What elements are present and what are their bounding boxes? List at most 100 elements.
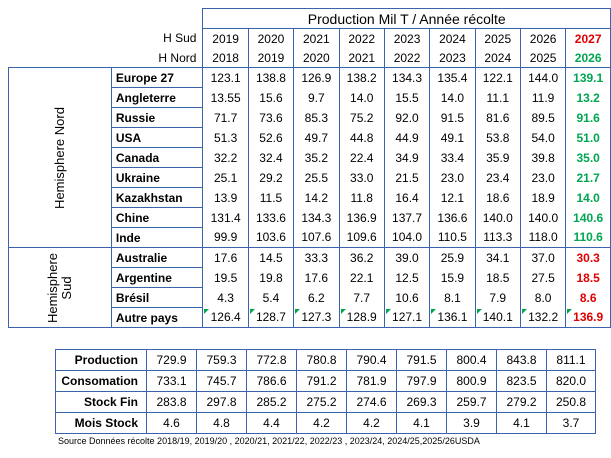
- value-cell: 37.0: [519, 247, 567, 268]
- comment-marker-icon: [567, 308, 573, 314]
- year-sud-cell: 2022: [338, 28, 385, 48]
- comment-marker-icon: [340, 308, 346, 314]
- comment-marker-icon: [204, 308, 210, 314]
- value-cell: 91.5: [429, 107, 476, 128]
- value-cell: 44.8: [338, 127, 385, 148]
- totals-value: 283.8: [146, 391, 197, 413]
- table-row: USA 51.3 52.6 49.7 44.8 44.9 49.1 53.8 54.0 51.0: [9, 127, 611, 148]
- totals-value: 800.9: [446, 370, 497, 392]
- value-cell: 11.1: [474, 87, 521, 108]
- totals-label: Production: [55, 349, 147, 371]
- value-cell: 10.6: [383, 287, 431, 308]
- year-nord-cell: 2019: [247, 48, 295, 68]
- value-cell: 110.6: [565, 227, 611, 248]
- value-cell: 34.9: [383, 147, 431, 168]
- value-cell: 104.0: [383, 227, 431, 248]
- value-cell: 75.2: [338, 107, 385, 128]
- year-sud-cell: 2019: [202, 28, 249, 48]
- years-nord-row: H Nord 2018 2019 2020 2021 2022 2023 2024 2025 2…: [9, 48, 611, 68]
- totals-value: 745.7: [196, 370, 247, 392]
- value-cell: 91.6: [565, 107, 611, 128]
- value-cell: 51.3: [202, 127, 249, 148]
- totals-row: Production 729.9 759.3 772.8 780.8 790.4 791.5…: [55, 349, 596, 371]
- year-sud-cell: 2027: [565, 28, 611, 48]
- totals-label: Mois Stock: [55, 412, 147, 434]
- country-name: Europe 27: [111, 67, 203, 88]
- totals-value: 269.3: [396, 391, 447, 413]
- value-cell: 4.3: [202, 287, 249, 308]
- year-sud-cell: 2026: [519, 28, 567, 48]
- value-cell: 113.3: [474, 227, 521, 248]
- value-cell: 92.0: [383, 107, 431, 128]
- country-name: Argentine: [111, 267, 203, 288]
- totals-value: 791.2: [296, 370, 347, 392]
- value-cell: 8.1: [429, 287, 476, 308]
- value-cell: 136.9: [338, 207, 385, 228]
- group-label-text: Hemisphere Nord: [51, 106, 67, 209]
- value-cell: 128.7: [247, 307, 295, 328]
- year-nord-cell: 2020: [293, 48, 340, 68]
- totals-row: Consomation 733.1 745.7 786.6 791.2 781.9 797.…: [55, 370, 596, 392]
- value-cell: 18.9: [519, 187, 567, 208]
- value-cell: 136.1: [429, 307, 476, 328]
- totals-value: 797.9: [396, 370, 447, 392]
- country-name: Australie: [111, 247, 203, 268]
- value-cell: 138.2: [338, 67, 385, 88]
- value-cell: 34.1: [474, 247, 521, 268]
- value-cell: 133.6: [247, 207, 295, 228]
- value-cell: 53.8: [474, 127, 521, 148]
- value-cell: 22.1: [338, 267, 385, 288]
- year-nord-cell: 2026: [565, 48, 611, 68]
- totals-value: 4.8: [196, 412, 247, 434]
- value-cell: 15.5: [383, 87, 431, 108]
- totals-value: 275.2: [296, 391, 347, 413]
- value-cell: 5.4: [247, 287, 295, 308]
- value-cell: 123.1: [202, 67, 249, 88]
- value-cell: 25.9: [429, 247, 476, 268]
- totals-value: 3.7: [546, 412, 596, 434]
- value-cell: 136.9: [565, 307, 611, 328]
- value-cell: 22.4: [338, 147, 385, 168]
- table-row: Angleterre 13.55 15.6 9.7 14.0 15.5 14.0 11.1 11…: [9, 87, 611, 108]
- value-cell: 18.6: [474, 187, 521, 208]
- year-sud-cell: 2023: [383, 28, 431, 48]
- value-text: 132.2: [528, 310, 559, 325]
- totals-value: 4.4: [246, 412, 297, 434]
- value-text: 126.4: [210, 310, 241, 325]
- value-cell: 134.3: [293, 207, 340, 228]
- value-cell: 127.1: [383, 307, 431, 328]
- value-cell: 14.0: [429, 87, 476, 108]
- totals-value: 791.5: [396, 349, 447, 371]
- value-cell: 36.2: [338, 247, 385, 268]
- totals-value: 820.0: [546, 370, 596, 392]
- source-note: Source Données récolte 2018/19, 2019/20 …: [58, 436, 480, 446]
- value-cell: 15.9: [429, 267, 476, 288]
- totals-value: 843.8: [496, 349, 547, 371]
- value-cell: 135.4: [429, 67, 476, 88]
- value-text: 127.3: [301, 310, 332, 325]
- totals-table: Production 729.9 759.3 772.8 780.8 790.4 791.5…: [55, 349, 596, 434]
- totals-value: 4.1: [496, 412, 547, 434]
- value-cell: 11.8: [338, 187, 385, 208]
- totals-value: 250.8: [546, 391, 596, 413]
- totals-value: 285.2: [246, 391, 297, 413]
- country-name: USA: [111, 127, 203, 148]
- value-cell: 23.0: [519, 167, 567, 188]
- totals-value: 786.6: [246, 370, 297, 392]
- value-cell: 7.7: [338, 287, 385, 308]
- year-nord-cell: 2025: [519, 48, 567, 68]
- value-cell: 134.3: [383, 67, 431, 88]
- value-cell: 6.2: [293, 287, 340, 308]
- value-cell: 14.0: [565, 187, 611, 208]
- totals-value: 733.1: [146, 370, 197, 392]
- value-cell: 126.9: [293, 67, 340, 88]
- table-title: Production Mil T / Année récolte: [202, 8, 611, 29]
- value-cell: 11.5: [247, 187, 295, 208]
- country-name: Angleterre: [111, 87, 203, 108]
- year-sud-cell: 2025: [474, 28, 521, 48]
- value-cell: 25.5: [293, 167, 340, 188]
- country-name: Autre pays: [111, 307, 203, 328]
- totals-row: Mois Stock 4.6 4.8 4.4 4.2 4.2 4.1 3.9 4.1 3.7: [55, 412, 596, 434]
- value-cell: 71.7: [202, 107, 249, 128]
- value-cell: 131.4: [202, 207, 249, 228]
